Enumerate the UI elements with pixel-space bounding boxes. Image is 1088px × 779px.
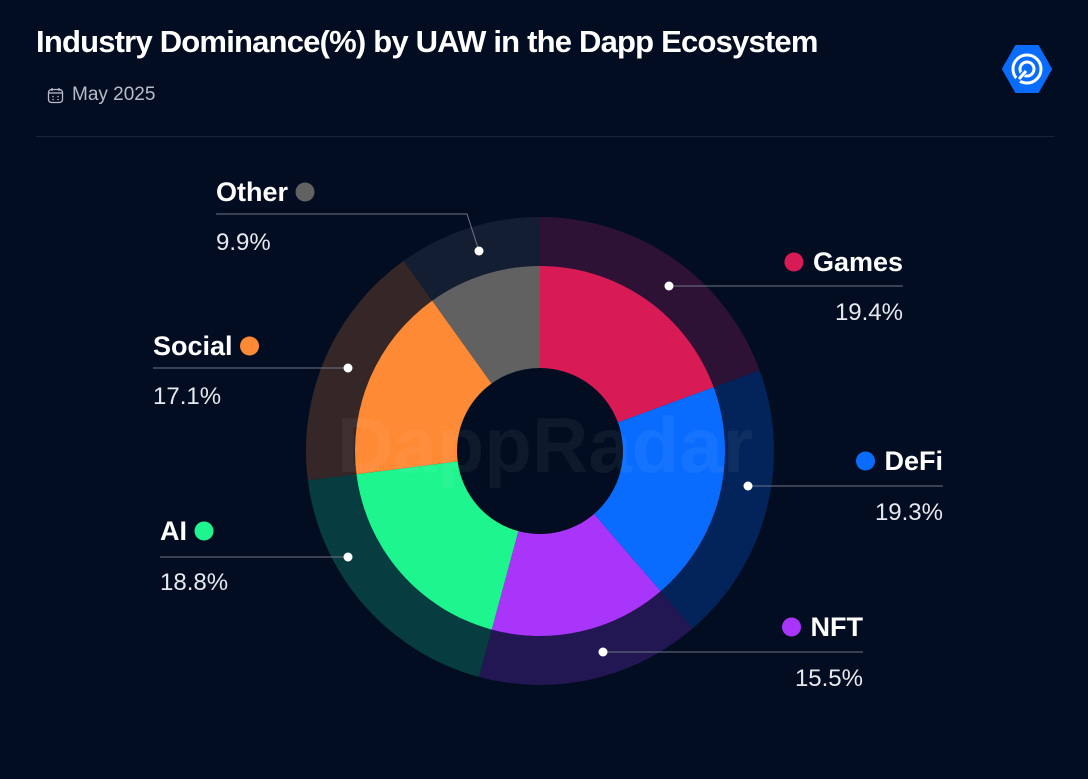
legend-swatch-ai	[194, 521, 214, 541]
value-label-defi: 19.3%	[875, 499, 943, 526]
leader-line-other	[216, 213, 480, 252]
category-label-nft: NFT	[811, 612, 864, 642]
outer-ring-other	[403, 217, 540, 301]
dappradar-logo-icon	[1002, 45, 1052, 93]
leader-dot-ai	[343, 552, 353, 562]
leader-dot-defi	[743, 481, 753, 491]
outer-ring-social	[305, 260, 433, 481]
value-label-games: 19.4%	[835, 299, 903, 326]
outer-ring-nft	[478, 591, 693, 685]
slice-social	[355, 300, 492, 475]
date-label: May 2025	[47, 84, 155, 106]
legend-swatch-nft	[782, 617, 802, 637]
chart-title: Industry Dominance(%) by UAW in the Dapp…	[36, 24, 818, 59]
category-label-other: Other	[216, 177, 289, 207]
category-label-ai: AI	[160, 516, 187, 546]
outer-ring-defi	[660, 370, 774, 629]
legend-swatch-games	[784, 252, 804, 272]
category-label-social: Social	[153, 331, 233, 361]
legend-swatch-defi	[855, 451, 875, 471]
outer-ring-games	[540, 217, 760, 388]
leader-dot-social	[343, 363, 353, 373]
slice-games	[540, 266, 714, 423]
value-label-ai: 18.8%	[160, 569, 228, 596]
category-label-games: Games	[813, 247, 903, 277]
calendar-icon	[47, 87, 64, 103]
outer-ring-ai	[307, 474, 492, 677]
slice-other	[432, 266, 540, 384]
slice-nft	[491, 513, 661, 636]
date-text: May 2025	[72, 84, 156, 105]
legend-swatch-other	[295, 182, 315, 202]
header-divider	[36, 136, 1054, 137]
slice-defi	[594, 387, 725, 592]
leader-dot-nft	[598, 647, 608, 657]
watermark: DappRadar	[337, 401, 753, 489]
value-label-nft: 15.5%	[795, 665, 863, 692]
legend-swatch-social	[240, 336, 260, 356]
leader-dot-games	[664, 281, 674, 291]
leader-dot-other	[474, 246, 484, 256]
value-label-social: 17.1%	[153, 383, 221, 410]
category-label-defi: DeFi	[884, 446, 943, 476]
value-label-other: 9.9%	[216, 229, 271, 256]
slice-ai	[356, 461, 519, 630]
